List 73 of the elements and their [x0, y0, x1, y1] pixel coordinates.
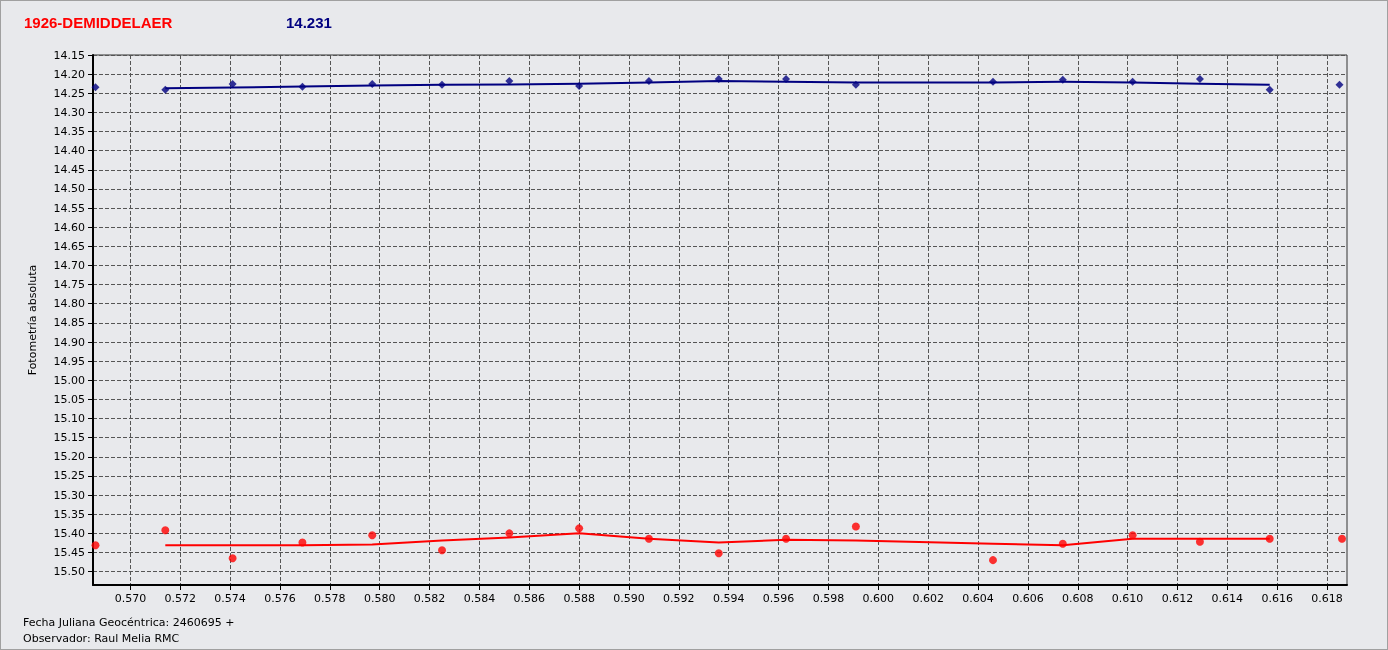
x-tick-label: 0.580	[363, 592, 396, 605]
y-tick-label: 14.35	[53, 125, 85, 139]
text: Observador: Raul Melia RMC	[23, 632, 180, 645]
y-tick-label: 14.55	[53, 201, 85, 215]
x-tick-label: 0.588	[563, 592, 595, 605]
y-tick-label: 14.15	[53, 48, 85, 62]
x-tick-label: 0.570	[114, 592, 147, 605]
x-tick-label: 0.606	[1012, 592, 1044, 605]
point	[851, 522, 860, 531]
point	[505, 529, 514, 538]
x-tick-label: 0.602	[912, 592, 944, 605]
y-tick-label: 14.30	[53, 105, 85, 119]
y-tick-label: 15.35	[53, 507, 85, 521]
x-tick-label: 0.604	[962, 592, 994, 605]
x-tick-label: 0.616	[1261, 592, 1293, 605]
point	[1265, 85, 1274, 94]
point	[91, 541, 100, 550]
point	[1338, 534, 1347, 543]
y-tick-label: 14.95	[53, 354, 85, 368]
x-tick-label: 0.608	[1062, 592, 1094, 605]
y-tick-label: 14.20	[53, 67, 85, 81]
y-tick-label: 15.45	[53, 545, 85, 559]
x-tick-label: 0.618	[1311, 592, 1343, 605]
x-tick-label: 0.572	[164, 592, 197, 605]
y-tick-label: 15.25	[53, 469, 85, 483]
y-tick-label: 15.20	[53, 450, 85, 464]
x-tick-label: 0.578	[314, 592, 346, 605]
point	[438, 546, 447, 555]
y-tick-label: 14.70	[53, 258, 85, 272]
x-tick-label: 0.590	[613, 592, 645, 605]
y-tick-label: 14.60	[53, 220, 85, 234]
x-tick-label: 0.594	[712, 592, 745, 605]
point	[1195, 75, 1204, 84]
x-tick-label: 0.612	[1161, 592, 1194, 605]
y-tick-label: 14.50	[53, 182, 85, 196]
x-tick-label: 0.598	[812, 592, 845, 605]
y-tick-label: 14.65	[53, 239, 85, 253]
x-tick-label: 0.576	[264, 592, 296, 605]
y-tick-label: 14.75	[53, 278, 85, 292]
y-tick-label: 15.15	[53, 431, 85, 445]
x-tick-label: 0.614	[1211, 592, 1244, 605]
x-tick-label: 0.574	[214, 592, 246, 605]
y-tick-label: 14.45	[53, 163, 85, 177]
x-tick-label: 0.592	[663, 592, 695, 605]
y-tick-label: 15.30	[53, 488, 85, 502]
y-tick-label: 15.40	[53, 526, 85, 540]
point	[161, 526, 170, 535]
y-tick-label: 15.50	[53, 565, 85, 579]
point	[228, 554, 237, 563]
text: Fecha Juliana Geocéntrica: 2460695 +	[23, 616, 235, 629]
chart-title: 1926-DEMIDDELAER	[24, 14, 173, 31]
x-tick-label: 0.586	[513, 592, 546, 605]
x-tick-label: 0.584	[463, 592, 496, 605]
y-tick-label: 14.40	[53, 144, 85, 158]
x-tick-label: 0.596	[762, 592, 795, 605]
y-tick-label: 14.80	[53, 297, 85, 311]
x-tick-label: 0.600	[862, 592, 895, 605]
point	[575, 524, 584, 533]
x-tick-label: 0.610	[1111, 592, 1144, 605]
y-tick-label: 14.85	[53, 316, 85, 330]
y-axis-title: Fotometría absoluta	[26, 264, 39, 376]
y-tick-label: 14.90	[53, 335, 85, 349]
point	[714, 549, 723, 558]
point	[91, 83, 100, 92]
chart-subtitle: 14.231	[286, 14, 332, 31]
point	[1335, 80, 1344, 89]
y-tick-label: 15.10	[53, 412, 85, 426]
point	[989, 556, 997, 565]
y-tick-label: 15.05	[53, 392, 85, 406]
y-tick-label: 15.00	[53, 373, 85, 387]
point	[368, 531, 377, 540]
x-tick-label: 0.582	[413, 592, 446, 605]
y-tick-label: 14.25	[53, 86, 85, 100]
